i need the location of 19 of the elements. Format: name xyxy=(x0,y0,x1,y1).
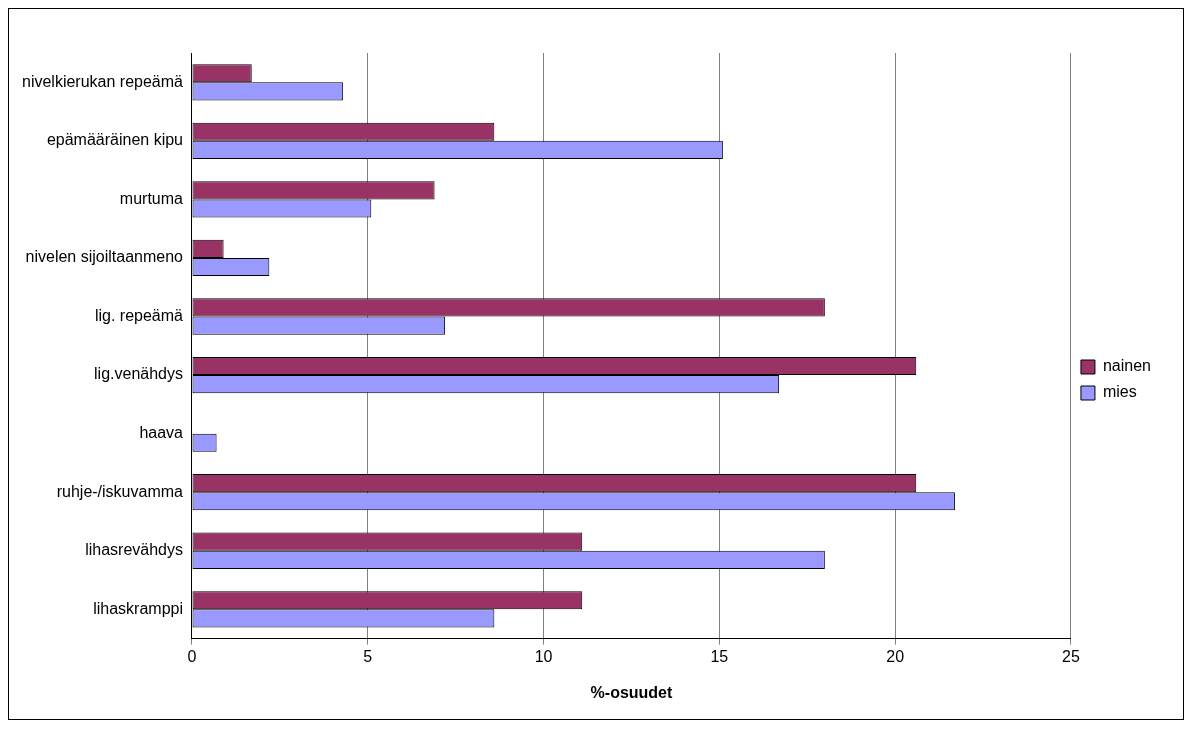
x-tick-label: 5 xyxy=(363,647,373,665)
x-axis-title: %-osuudet xyxy=(590,683,674,701)
y-tick-label: lig. repeämä xyxy=(94,306,184,324)
y-tick-label: haava xyxy=(139,424,184,442)
y-tick-label: lihaskramppi xyxy=(93,599,183,617)
x-tick-label: 10 xyxy=(534,647,553,665)
y-tick-label: nivelkierukan repeämä xyxy=(21,72,184,90)
legend-label: nainen xyxy=(1102,357,1151,375)
y-tick-label: epämääräinen kipu xyxy=(46,131,183,149)
y-tick-label: nivelen sijoiltaanmeno xyxy=(25,248,184,266)
y-tick-label: murtuma xyxy=(119,189,184,207)
x-tick-label: 25 xyxy=(1062,647,1080,665)
y-tick-label: lig.venähdys xyxy=(94,365,183,383)
x-tick-label: 15 xyxy=(710,647,729,665)
y-tick-label: lihasrevähdys xyxy=(85,541,183,559)
y-tick-label: ruhje-/iskuvamma xyxy=(56,482,184,500)
legend-label: mies xyxy=(1102,383,1137,401)
x-tick-label: 0 xyxy=(187,647,197,665)
x-tick-label: 20 xyxy=(886,647,905,665)
